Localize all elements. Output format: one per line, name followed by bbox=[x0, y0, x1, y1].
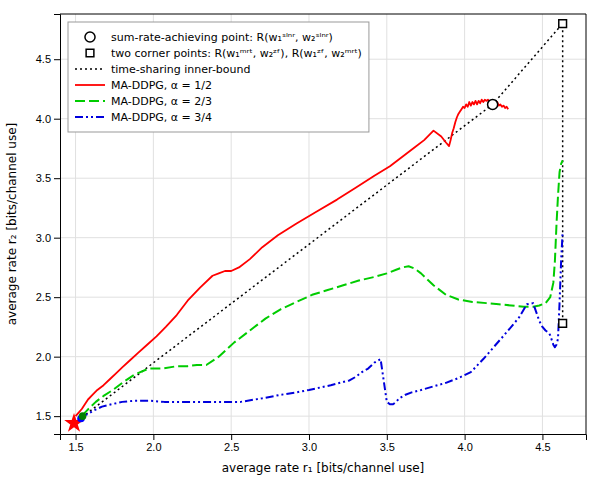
x-axis-line bbox=[61, 435, 587, 441]
x-tick: 3.5 bbox=[380, 434, 395, 453]
x-tick-mark bbox=[309, 434, 310, 440]
y-tick-mark bbox=[54, 416, 60, 417]
x-tick: 4.0 bbox=[457, 434, 472, 453]
legend-item: MA-DDPG, α = 2/3 bbox=[75, 95, 212, 108]
grid-line-y bbox=[60, 297, 586, 298]
series-point bbox=[488, 99, 498, 109]
grid bbox=[60, 14, 586, 434]
y-tick: 1.5 bbox=[36, 410, 60, 422]
chart: 1.5 2.0 2.5 3.0 3.5 4.0 4.5 1.5 2.0 2.5 3.0 3.5 4.0 4… bbox=[0, 0, 602, 480]
marks bbox=[64, 20, 566, 432]
x-tick: 2.5 bbox=[224, 434, 239, 453]
series-point bbox=[79, 412, 87, 420]
y-tick: 4.5 bbox=[36, 53, 60, 65]
x-tick: 2.0 bbox=[146, 434, 161, 453]
y-tick: 3.0 bbox=[36, 232, 60, 244]
frame-right bbox=[586, 14, 587, 434]
grid-line-x bbox=[542, 14, 543, 434]
y-tick-label: 2.5 bbox=[36, 291, 51, 303]
legend: sum-rate-achieving point: R(w₁ˢˡⁿʳ, w₂ˢˡ… bbox=[68, 22, 369, 132]
x-tick-label: 2.5 bbox=[224, 441, 239, 453]
legend-swatch bbox=[75, 84, 105, 86]
legend-swatch bbox=[86, 49, 94, 57]
y-axis: 1.5 2.0 2.5 3.0 3.5 4.0 4.5 bbox=[36, 15, 61, 435]
grid-line-y bbox=[60, 178, 586, 179]
x-tick: 4.5 bbox=[535, 434, 550, 453]
legend-label: MA-DDPG, α = 2/3 bbox=[111, 95, 212, 108]
y-tick: 2.0 bbox=[36, 351, 60, 363]
x-tick-mark bbox=[465, 434, 466, 440]
legend-item: MA-DDPG, α = 1/2 bbox=[75, 79, 212, 92]
legend-label: MA-DDPG, α = 1/2 bbox=[111, 79, 212, 92]
y-tick-label: 3.0 bbox=[36, 232, 51, 244]
x-axis: 1.5 2.0 2.5 3.0 3.5 4.0 4.5 bbox=[61, 434, 587, 453]
x-tick-mark bbox=[76, 434, 77, 440]
legend-box bbox=[68, 22, 369, 132]
series-line bbox=[81, 232, 563, 419]
y-tick-mark bbox=[54, 297, 60, 298]
legend-swatch bbox=[75, 116, 105, 118]
legend-label: two corner points: R(w₁ᵐʳᵗ, w₂ᶻᶠ), R(w₁ᶻ… bbox=[111, 47, 362, 60]
legend-item: sum-rate-achieving point: R(w₁ˢˡⁿʳ, w₂ˢˡ… bbox=[85, 31, 333, 44]
y-tick-label: 4.5 bbox=[36, 53, 51, 65]
series-line bbox=[83, 160, 563, 416]
x-tick-mark bbox=[542, 434, 543, 440]
y-tick-mark bbox=[54, 59, 60, 60]
x-axis-title: average rate r₁ [bits/channel use] bbox=[222, 461, 425, 475]
y-axis-title: average rate r₂ [bits/channel use] bbox=[5, 123, 19, 326]
y-tick: 3.5 bbox=[36, 172, 60, 184]
series-line bbox=[76, 100, 509, 416]
y-tick: 4.0 bbox=[36, 113, 60, 125]
x-tick: 1.5 bbox=[68, 434, 83, 453]
x-tick-label: 3.5 bbox=[380, 441, 395, 453]
y-tick-mark bbox=[54, 178, 60, 179]
y-tick-label: 4.0 bbox=[36, 113, 51, 125]
legend-swatch bbox=[75, 68, 105, 70]
x-tick-label: 1.5 bbox=[68, 441, 83, 453]
legend-item: time-sharing inner-bound bbox=[75, 63, 251, 76]
legend-swatch bbox=[75, 100, 105, 102]
plot-root: 1.5 2.0 2.5 3.0 3.5 4.0 4.5 1.5 2.0 2.5 3.0 3.5 4.0 4… bbox=[5, 14, 587, 475]
y-tick-label: 2.0 bbox=[36, 351, 51, 363]
grid-line-y bbox=[60, 237, 586, 238]
x-tick-label: 4.0 bbox=[457, 441, 472, 453]
y-axis-line bbox=[54, 15, 61, 435]
x-tick-label: 4.5 bbox=[535, 441, 550, 453]
legend-label: sum-rate-achieving point: R(w₁ˢˡⁿʳ, w₂ˢˡ… bbox=[111, 31, 333, 44]
legend-swatch bbox=[85, 32, 95, 42]
y-tick: 2.5 bbox=[36, 291, 60, 303]
grid-line-y bbox=[60, 416, 586, 417]
x-tick: 3.0 bbox=[302, 434, 317, 453]
series-point bbox=[559, 319, 567, 327]
legend-item: MA-DDPG, α = 3/4 bbox=[75, 111, 212, 124]
y-tick-mark bbox=[54, 119, 60, 120]
y-tick-mark bbox=[54, 238, 60, 239]
legend-label: time-sharing inner-bound bbox=[111, 63, 251, 76]
grid-line-x bbox=[386, 14, 387, 434]
x-tick-mark bbox=[231, 434, 232, 440]
legend-label: MA-DDPG, α = 3/4 bbox=[111, 111, 212, 124]
x-tick-label: 3.0 bbox=[302, 441, 317, 453]
y-tick-label: 3.5 bbox=[36, 172, 51, 184]
frame-top bbox=[60, 14, 586, 15]
grid-line-x bbox=[464, 14, 465, 434]
y-tick-label: 1.5 bbox=[36, 410, 51, 422]
legend-item: two corner points: R(w₁ᵐʳᵗ, w₂ᶻᶠ), R(w₁ᶻ… bbox=[86, 47, 362, 60]
series-point bbox=[559, 20, 567, 28]
x-tick-label: 2.0 bbox=[146, 441, 161, 453]
x-tick-mark bbox=[153, 434, 154, 440]
x-tick-mark bbox=[387, 434, 388, 440]
grid-line-y bbox=[60, 356, 586, 357]
y-tick-mark bbox=[54, 357, 60, 358]
